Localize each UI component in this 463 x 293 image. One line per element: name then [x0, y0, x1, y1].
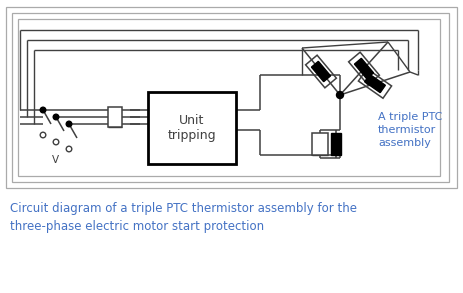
Bar: [331, 133, 341, 155]
Bar: [18, 19, 440, 176]
Text: V: V: [51, 155, 58, 165]
Circle shape: [66, 146, 72, 152]
Polygon shape: [355, 58, 374, 79]
Circle shape: [53, 114, 59, 120]
Circle shape: [53, 139, 59, 145]
Bar: [312, 133, 328, 155]
Circle shape: [66, 121, 72, 127]
Bar: [6, 7, 457, 188]
Text: Unit
tripping: Unit tripping: [168, 114, 216, 142]
Circle shape: [337, 91, 344, 98]
Polygon shape: [365, 74, 385, 93]
Bar: [148, 92, 236, 164]
Polygon shape: [312, 61, 331, 82]
Text: Circuit diagram of a triple PTC thermistor assembly for the
three-phase electric: Circuit diagram of a triple PTC thermist…: [10, 202, 357, 233]
Circle shape: [40, 107, 46, 113]
Circle shape: [40, 132, 46, 138]
Bar: [12, 13, 449, 182]
Text: A triple PTC
thermistor
assembly: A triple PTC thermistor assembly: [378, 112, 442, 148]
Bar: [108, 107, 122, 127]
